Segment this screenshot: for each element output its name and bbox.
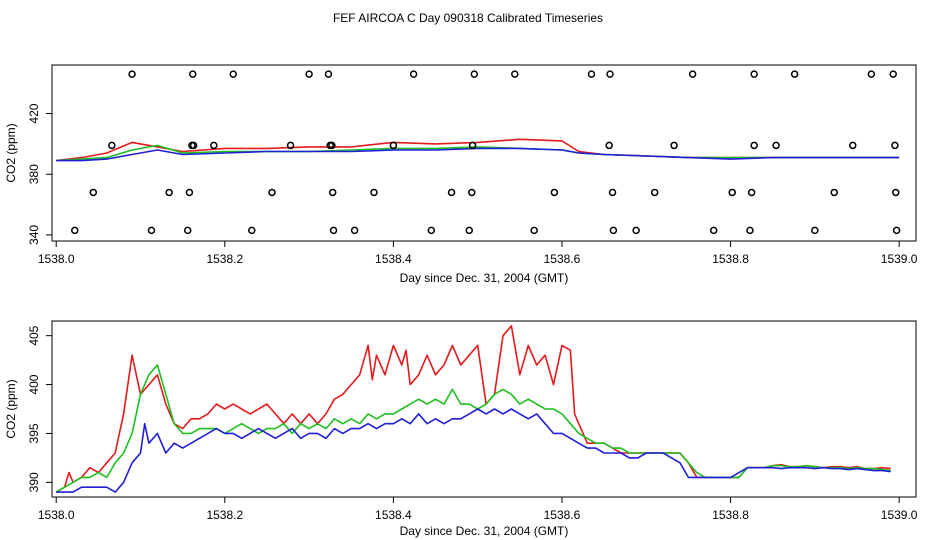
top-panel: 1538.0 1538.2 1538.4 1538.6 1538.8 1539.0 340… xyxy=(4,64,918,285)
bottom-y-tick-label: 395 xyxy=(27,423,41,443)
top-flask-marker xyxy=(892,226,901,235)
top-flask-marker xyxy=(772,141,780,150)
top-flask-marker xyxy=(609,226,618,235)
top-flask-marker xyxy=(606,70,614,78)
bottom-series-blue xyxy=(56,408,891,493)
top-flask-marker xyxy=(210,141,218,150)
top-flask-marker xyxy=(889,70,897,78)
top-y-tick-label: 420 xyxy=(27,103,41,123)
top-plot-frame xyxy=(51,64,917,242)
top-flask-marker xyxy=(650,188,659,197)
top-x-tick-label: 1538.2 xyxy=(206,252,243,266)
bottom-x-tick-label: 1538.8 xyxy=(712,508,749,522)
top-series-blue xyxy=(56,147,900,162)
top-y-axis-label: CO2 (ppm) xyxy=(4,123,18,182)
bottom-x-tick-label: 1538.0 xyxy=(38,508,75,522)
top-flask-marker xyxy=(632,226,640,235)
top-flask-marker xyxy=(305,70,313,78)
top-flask-marker xyxy=(324,70,333,78)
top-flask-marker xyxy=(183,226,192,235)
top-y-tick-label: 380 xyxy=(27,164,41,184)
top-series-green xyxy=(56,144,900,162)
top-flask-marker xyxy=(747,188,756,197)
top-flask-marker xyxy=(370,188,378,197)
top-flask-marker xyxy=(811,226,819,235)
top-flask-marker xyxy=(790,70,799,78)
top-flask-marker xyxy=(746,226,754,235)
top-flask-marker xyxy=(248,226,256,235)
top-flask-marker xyxy=(165,188,173,197)
top-flask-marker xyxy=(189,70,197,78)
top-flask-marker xyxy=(447,188,456,197)
top-flask-marker xyxy=(389,141,398,150)
top-flask-marker xyxy=(530,226,538,235)
top-flask-marker xyxy=(465,226,473,235)
top-flask-marker xyxy=(89,188,98,197)
top-flask-marker xyxy=(688,70,697,78)
top-flask-marker xyxy=(867,70,876,78)
top-flask-marker xyxy=(709,226,718,235)
bottom-x-tick-label: 1538.4 xyxy=(375,508,412,522)
top-x-tick-label: 1538.4 xyxy=(375,252,412,266)
bottom-x-axis: 1538.0 1538.2 1538.4 1538.6 1538.8 1539.0 xyxy=(38,497,918,522)
top-flask-markers xyxy=(71,70,901,235)
top-flask-marker xyxy=(891,141,899,150)
top-flask-marker xyxy=(511,70,519,78)
top-flask-marker xyxy=(268,188,276,197)
top-flask-marker xyxy=(128,70,136,78)
top-flask-marker xyxy=(286,141,295,150)
top-flask-marker xyxy=(147,226,156,235)
top-flask-marker xyxy=(468,188,476,197)
top-flask-marker xyxy=(608,188,617,197)
top-flask-marker xyxy=(750,141,758,150)
top-x-tick-label: 1539.0 xyxy=(881,252,918,266)
bottom-x-tick-label: 1538.2 xyxy=(206,508,243,522)
top-x-tick-label: 1538.6 xyxy=(544,252,581,266)
bottom-x-axis-label: Day since Dec. 31, 2004 (GMT) xyxy=(400,524,569,538)
bottom-panel: 1538.0 1538.2 1538.4 1538.6 1538.8 1539.0 390… xyxy=(4,320,918,538)
top-flask-marker xyxy=(71,226,79,235)
top-flask-marker xyxy=(830,188,838,197)
bottom-y-axis-label: CO2 (ppm) xyxy=(4,379,18,438)
bottom-x-tick-label: 1539.0 xyxy=(881,508,918,522)
bottom-y-axis: 390 395 400 405 xyxy=(27,325,52,492)
top-flask-marker xyxy=(328,188,337,197)
top-flask-marker xyxy=(728,188,736,197)
top-x-axis-label: Day since Dec. 31, 2004 (GMT) xyxy=(400,271,569,285)
top-flask-marker xyxy=(550,188,559,197)
top-flask-marker xyxy=(470,70,479,78)
bottom-plot-frame xyxy=(51,320,917,498)
top-flask-marker xyxy=(229,70,237,78)
top-flask-marker xyxy=(328,141,336,150)
top-x-tick-label: 1538.0 xyxy=(38,252,75,266)
top-flask-marker xyxy=(670,141,678,150)
top-flask-marker xyxy=(605,141,613,150)
top-flask-marker xyxy=(189,141,198,150)
top-flask-marker xyxy=(350,226,359,235)
bottom-y-tick-label: 400 xyxy=(27,374,41,394)
top-flask-marker xyxy=(750,70,758,78)
top-flask-marker xyxy=(892,188,900,197)
top-flask-marker xyxy=(409,70,418,78)
chart-title: FEF AIRCOA C Day 090318 Calibrated Times… xyxy=(333,11,603,25)
bottom-series-lines xyxy=(55,325,891,493)
top-flask-marker xyxy=(108,141,116,150)
top-y-tick-label: 340 xyxy=(27,225,41,245)
top-flask-marker xyxy=(468,141,477,150)
top-flask-marker xyxy=(427,226,436,235)
bottom-x-tick-label: 1538.6 xyxy=(544,508,581,522)
top-series-lines xyxy=(56,138,900,162)
top-flask-marker xyxy=(329,226,338,235)
bottom-y-tick-label: 390 xyxy=(27,472,41,492)
top-x-axis: 1538.0 1538.2 1538.4 1538.6 1538.8 1539.0 xyxy=(38,241,918,266)
top-flask-marker xyxy=(185,188,194,197)
top-flask-marker xyxy=(587,70,596,78)
top-flask-marker xyxy=(849,141,857,150)
bottom-y-tick-label: 405 xyxy=(27,325,41,345)
top-x-tick-label: 1538.8 xyxy=(712,252,749,266)
top-y-axis: 340 380 420 xyxy=(27,103,52,245)
